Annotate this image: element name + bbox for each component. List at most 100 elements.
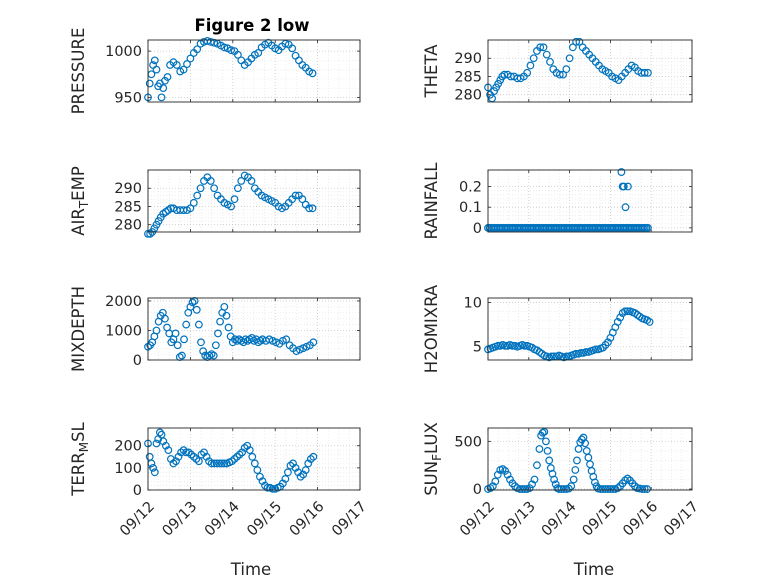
data-point [613, 484, 622, 492]
data-point [284, 468, 292, 477]
data-point [640, 485, 649, 493]
data-point [235, 450, 244, 459]
data-point [146, 229, 155, 238]
data-point [501, 341, 510, 350]
data-point [581, 439, 590, 448]
x-axis-label-right: Time [573, 560, 614, 579]
data-point [237, 177, 246, 185]
subplot-air-temp: 280 285 290 AIRTEMP [69, 166, 361, 238]
data-point [171, 329, 180, 338]
axes-box [487, 427, 693, 491]
y-tick-label: 280 [454, 88, 482, 104]
x-tick-label: 09/15 [580, 499, 621, 540]
data-point [542, 437, 550, 446]
data-point [540, 427, 549, 436]
data-point [233, 184, 242, 193]
data-point [186, 54, 195, 63]
data-point [282, 335, 291, 344]
x-tick-label: 09/12 [117, 499, 158, 540]
data-point [173, 341, 182, 350]
y-tick-label: 290 [114, 181, 142, 197]
y-tick-label: 950 [114, 90, 142, 106]
data-point [205, 351, 214, 360]
y-axis-label: THETA [422, 44, 441, 99]
axes-box [487, 39, 693, 103]
data-point [233, 50, 242, 59]
subplot-terr-msl: 0 100 200 09/12 09/13 09/14 09/15 09/16 09/17 TER… [69, 421, 370, 539]
data-point [508, 341, 517, 350]
y-tick-label: 2000 [105, 294, 142, 310]
data-point [263, 483, 272, 492]
data-point [157, 93, 166, 102]
data-point [145, 79, 154, 88]
data-point [569, 475, 578, 484]
y-axis-label: H2OMIXRA [422, 284, 441, 373]
data-point [564, 484, 573, 493]
data-point [177, 448, 185, 457]
data-point [304, 459, 313, 468]
y-tick-label: 285 [454, 69, 482, 85]
data-point [294, 468, 302, 477]
data-point [245, 446, 254, 455]
axes-box [487, 169, 693, 233]
data-point [155, 428, 164, 437]
data-point [526, 61, 535, 70]
data-point [498, 465, 507, 473]
data-point [545, 456, 554, 465]
subplot-pressure: 950 1000 PRESSURE [69, 28, 361, 115]
data-point [573, 456, 581, 465]
data-point [624, 182, 632, 191]
data-point [623, 307, 632, 316]
data-point [298, 195, 307, 204]
data-point [202, 452, 211, 461]
data-point [608, 485, 617, 493]
data-point [301, 466, 310, 474]
data-point [159, 437, 168, 446]
data-point [184, 448, 193, 457]
y-tick-label: 0.1 [459, 200, 482, 216]
data-point [289, 459, 297, 468]
data-point [207, 459, 216, 468]
data-point [150, 468, 159, 477]
data-point [209, 351, 218, 360]
data-point [149, 463, 157, 472]
data-point [604, 338, 612, 347]
data-point [230, 455, 239, 463]
y-axis-label: TERRMSL [69, 421, 91, 496]
data-point [555, 485, 563, 493]
data-point [230, 195, 239, 204]
data-point [601, 485, 610, 493]
data-point [227, 202, 236, 211]
axes-box [147, 169, 361, 233]
data-point [212, 459, 221, 468]
data-point [227, 46, 236, 55]
subplot-mixdepth: 0 1000 2000 MIXDEPTH [69, 286, 361, 372]
data-point [613, 318, 622, 326]
x-tick-label: 09/17 [661, 499, 702, 540]
data-point [211, 341, 220, 350]
data-point [506, 475, 514, 484]
data-point [523, 68, 532, 77]
subplot-theta: 280 285 290 THETA [422, 37, 693, 104]
data-point [543, 446, 552, 455]
y-tick-label: 0 [473, 221, 482, 237]
y-tick-label: 280 [114, 218, 142, 234]
y-tick-label: 0.2 [459, 180, 482, 196]
data-point [533, 461, 541, 470]
y-axis-label: PRESSURE [69, 28, 88, 115]
data-point [291, 191, 300, 200]
y-tick-label: 200 [114, 439, 142, 455]
data-point [199, 347, 208, 356]
data-point [539, 43, 548, 52]
subplot-sun-flux: 0 500 09/12 09/13 09/14 09/15 09/16 09/17 SUNFLU… [422, 422, 702, 539]
data-point [169, 459, 178, 468]
y-tick-label: 1000 [105, 323, 142, 339]
x-tick-label: 09/12 [457, 499, 498, 540]
data-point [515, 485, 524, 493]
data-point [596, 485, 605, 493]
data-point [194, 457, 203, 466]
data-point [243, 441, 252, 450]
data-point [550, 475, 558, 484]
data-point [189, 198, 198, 207]
data-point [525, 484, 534, 492]
